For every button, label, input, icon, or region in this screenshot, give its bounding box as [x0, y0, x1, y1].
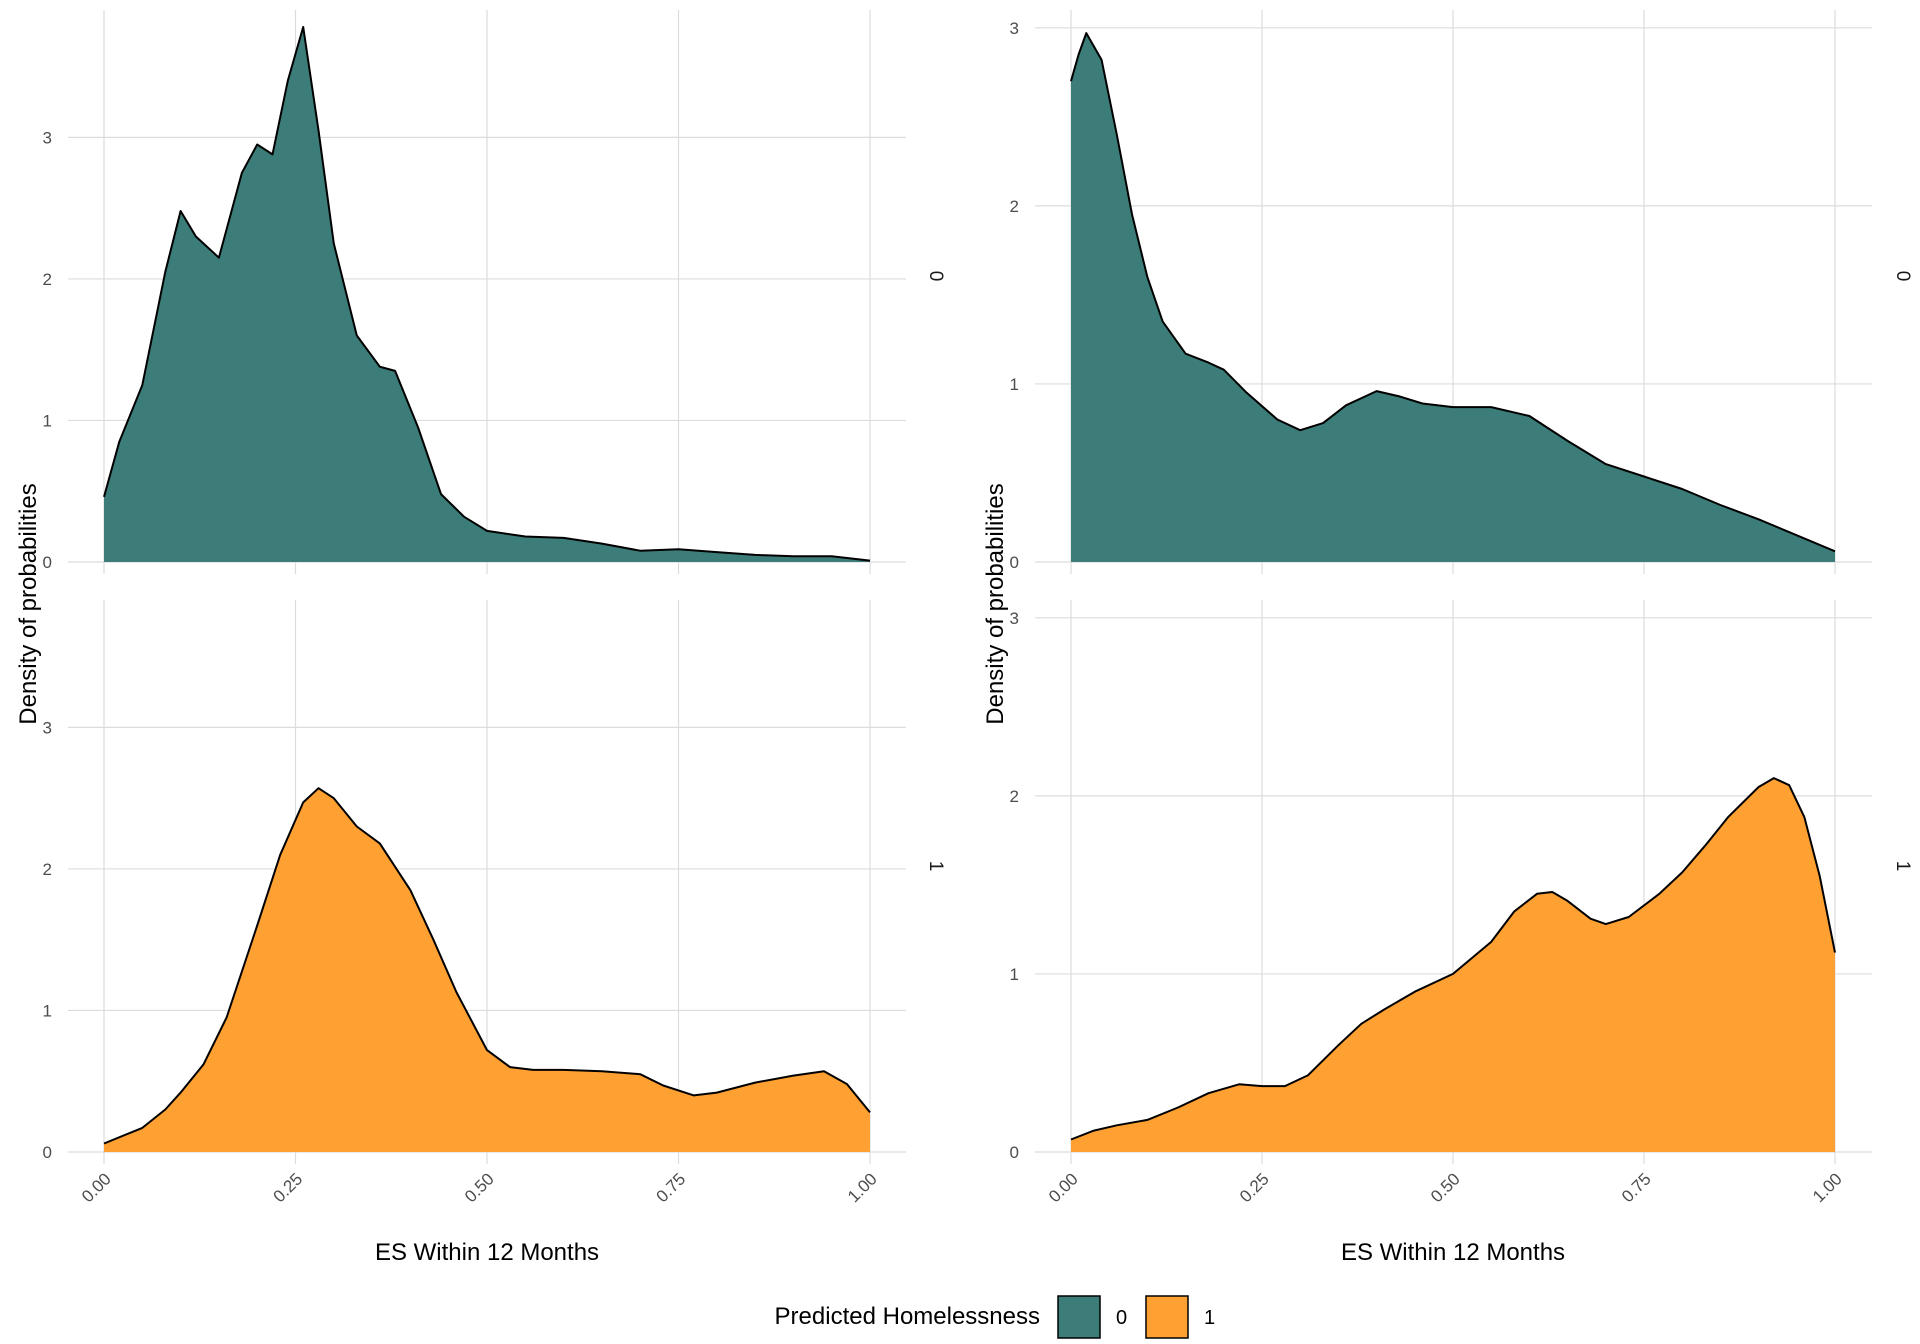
panel-1-1: 0 1 2 3 1: [1010, 600, 1913, 1164]
panel-0-0: 0 1 2 3 0: [43, 10, 946, 574]
legend: Predicted Homelessness 0 1: [775, 1295, 1215, 1339]
y-tick-label: 2: [43, 270, 52, 289]
x-tick-label: 0.75: [652, 1169, 689, 1206]
x-tick-label: 0.00: [78, 1169, 115, 1206]
y-tick-label: 1: [1010, 965, 1019, 984]
x-tick-label: 0.50: [461, 1169, 498, 1206]
chart-1: 0 1 2 3 0 0 1 2 3 1 0.00 0.25 0.50 0.75 1.00 ES Within …: [982, 10, 1913, 1266]
x-tick-label: 1.00: [1809, 1169, 1846, 1206]
x-tick-label: 0.25: [269, 1169, 306, 1206]
y-tick-label: 3: [43, 128, 52, 147]
x-tick-label: 0.25: [1236, 1169, 1273, 1206]
facet-strip-label: 0: [1892, 271, 1913, 282]
legend-title: Predicted Homelessness: [775, 1303, 1040, 1330]
x-axis-title: ES Within 12 Months: [375, 1239, 599, 1266]
density-outline: [103, 787, 871, 1145]
y-tick-label: 0: [43, 553, 52, 572]
panel-0-1: 0 1 2 3 1: [43, 600, 946, 1164]
x-tick-label: 0.75: [1618, 1169, 1655, 1206]
plot-area: 0 1 2 3 0 0 1 2 3 1 0.00 0.25 0.50 0.75 1.00 ES Within …: [15, 10, 1913, 1266]
y-tick-label: 2: [1010, 197, 1019, 216]
density-outline: [1070, 777, 1836, 1141]
y-tick-label: 1: [43, 1001, 52, 1020]
panel-1-0: 0 1 2 3 0: [1010, 10, 1913, 574]
facet-strip-label: 1: [925, 861, 946, 872]
y-tick-label: 0: [1010, 1143, 1019, 1162]
facet-strip-label: 1: [1892, 861, 1913, 872]
chart-0: 0 1 2 3 0 0 1 2 3 1 0.00 0.25 0.50 0.75 1.00 ES Within …: [15, 10, 946, 1266]
density-area: [1071, 33, 1835, 563]
x-tick-label: 0.50: [1427, 1169, 1464, 1206]
legend-key-0: [1057, 1295, 1101, 1339]
y-axis-title: Density of probabilities: [15, 483, 42, 724]
legend-key-1: [1145, 1295, 1189, 1339]
x-axis-title: ES Within 12 Months: [1341, 1239, 1565, 1266]
density-outline: [1070, 32, 1836, 553]
y-tick-label: 1: [1010, 375, 1019, 394]
y-tick-label: 0: [1010, 553, 1019, 572]
x-tick-label: 1.00: [844, 1169, 881, 1206]
y-tick-label: 2: [43, 860, 52, 879]
y-tick-label: 2: [1010, 787, 1019, 806]
y-axis-title: Density of probabilities: [982, 483, 1009, 724]
legend-label-0: 0: [1116, 1307, 1127, 1329]
y-tick-label: 1: [43, 411, 52, 430]
x-tick-label: 0.00: [1045, 1169, 1082, 1206]
y-tick-label: 3: [43, 718, 52, 737]
density-area: [104, 788, 870, 1152]
y-tick-label: 3: [1010, 609, 1019, 628]
density-area: [104, 27, 870, 562]
legend-label-1: 1: [1204, 1307, 1215, 1329]
facet-strip-label: 0: [925, 271, 946, 282]
y-tick-label: 3: [1010, 19, 1019, 38]
density-outline: [103, 26, 871, 562]
y-tick-label: 0: [43, 1143, 52, 1162]
density-area: [1071, 778, 1835, 1152]
